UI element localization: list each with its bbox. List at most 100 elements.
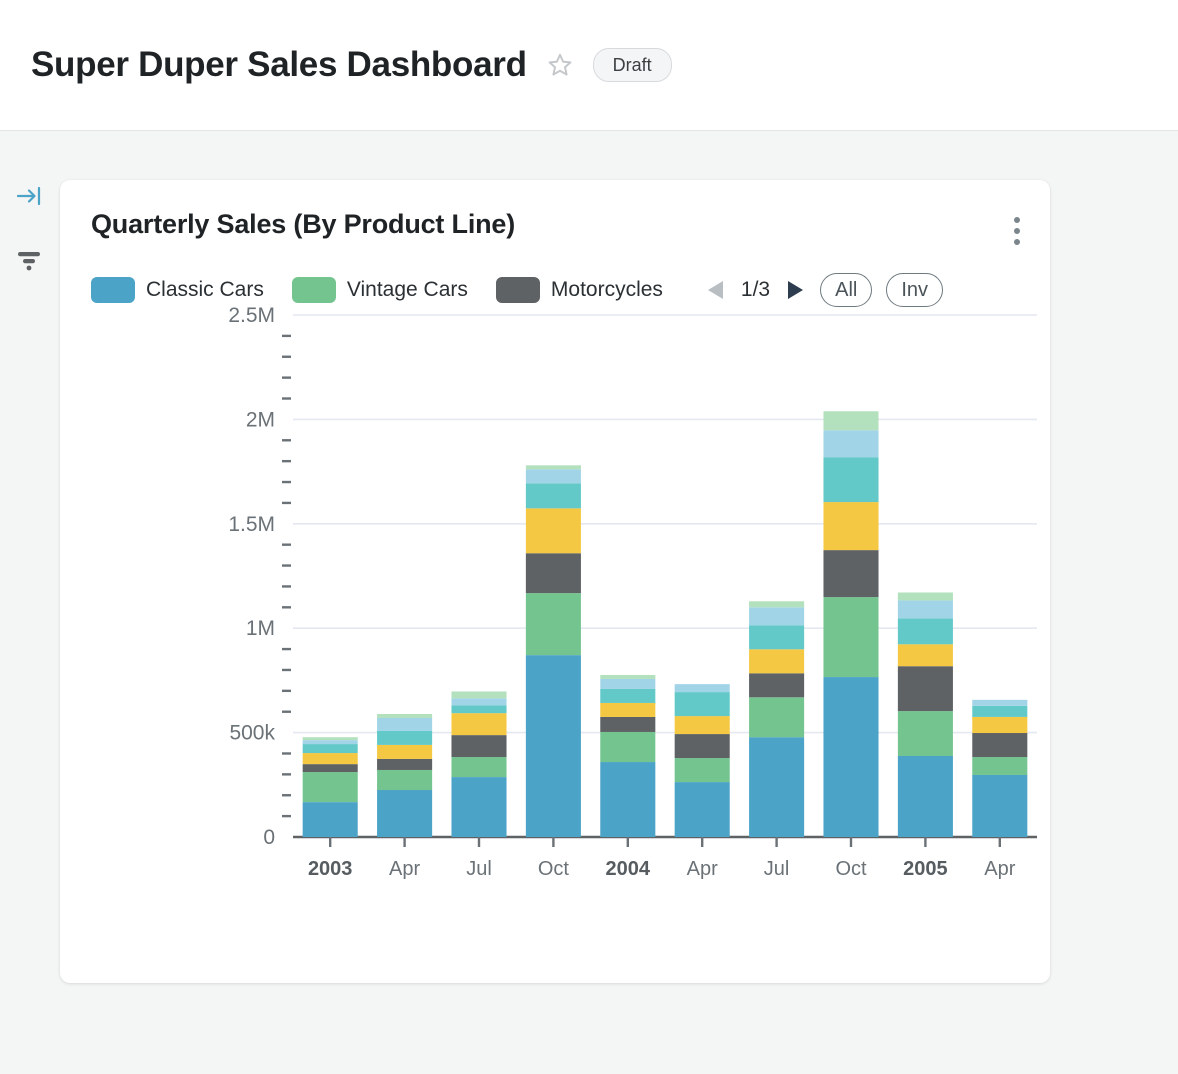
- legend-label: Vintage Cars: [346, 278, 468, 301]
- legend-pager: 1/3: [705, 278, 806, 302]
- legend-swatch: [495, 277, 540, 303]
- page-title: Super Duper Sales Dashboard: [31, 45, 527, 84]
- svg-text:Jul: Jul: [764, 858, 790, 880]
- bar-segment: [600, 731, 656, 763]
- svg-text:500k: 500k: [229, 722, 275, 745]
- bar-segment: [749, 673, 805, 698]
- bar-segment: [972, 716, 1028, 734]
- bar-segment: [600, 678, 656, 689]
- legend-swatch: [291, 277, 336, 303]
- bar-segment: [897, 666, 953, 712]
- svg-text:0: 0: [263, 826, 275, 849]
- bar-segment: [749, 625, 805, 650]
- bar-segment: [302, 753, 358, 765]
- title-row: Super Duper Sales Dashboard Draft: [31, 44, 672, 86]
- dashboard-body: Quarterly Sales (By Product Line) Classi…: [0, 131, 1178, 1074]
- inv-button[interactable]: Inv: [886, 273, 944, 307]
- bar-segment: [823, 502, 879, 551]
- legend-item-classic-cars[interactable]: Classic Cars: [91, 277, 264, 303]
- bar-segment: [600, 674, 656, 679]
- bar-segment: [823, 677, 879, 837]
- svg-text:2005: 2005: [903, 858, 948, 880]
- bar-segment: [525, 508, 581, 554]
- svg-text:Oct: Oct: [835, 858, 867, 880]
- bar-segment: [377, 730, 433, 745]
- legend-label: Motorcycles: [550, 278, 663, 301]
- bar-segment: [823, 430, 879, 458]
- svg-text:Apr: Apr: [687, 858, 718, 880]
- legend-item-vintage-cars[interactable]: Vintage Cars: [291, 277, 468, 303]
- bar-segment: [674, 758, 730, 783]
- bar-segment: [897, 618, 953, 645]
- bar-segment: [897, 711, 953, 756]
- chart-area: 0 500k 1M 1.5M 2M 2.5M 2003 Apr Jul Oct 2004 Apr Jul…: [60, 307, 1050, 907]
- svg-text:1M: 1M: [246, 617, 275, 640]
- kebab-menu-icon[interactable]: [1008, 209, 1026, 253]
- bar-segment: [377, 769, 433, 791]
- bar-segment: [897, 592, 953, 601]
- bar-segment: [823, 457, 879, 503]
- all-button[interactable]: All: [820, 273, 873, 307]
- bar-segment: [451, 757, 507, 778]
- bar-segment: [972, 705, 1028, 717]
- bar-segment: [377, 744, 433, 759]
- bar-segment: [302, 802, 358, 837]
- svg-text:Apr: Apr: [389, 858, 420, 880]
- left-rail: [0, 131, 58, 1074]
- bar-segment: [749, 607, 805, 626]
- legend-swatch: [91, 277, 135, 303]
- chart-legend: Classic Cars Vintage Cars Motorcycles 1/…: [60, 253, 1050, 307]
- bar-segment: [749, 737, 805, 837]
- bar-segment: [823, 597, 879, 678]
- svg-text:2.5M: 2.5M: [228, 307, 275, 327]
- bar-segment: [674, 734, 730, 759]
- chart-title: Quarterly Sales (By Product Line): [91, 209, 516, 239]
- svg-text:1.5M: 1.5M: [228, 513, 275, 536]
- bar-segment: [897, 755, 953, 837]
- bar-segment: [451, 735, 507, 758]
- triangle-left-icon[interactable]: [705, 278, 727, 302]
- svg-text:2003: 2003: [308, 858, 353, 880]
- bar-segment: [749, 601, 805, 608]
- legend-item-motorcycles[interactable]: Motorcycles: [495, 277, 663, 303]
- bar-segment: [525, 553, 581, 594]
- triangle-right-icon[interactable]: [784, 278, 806, 302]
- bar-segment: [600, 688, 656, 703]
- filter-funnel-icon[interactable]: [12, 243, 46, 277]
- svg-text:2004: 2004: [606, 858, 651, 880]
- bar-segment: [451, 705, 507, 714]
- bar-segment: [302, 772, 358, 803]
- bar-segment: [525, 469, 581, 484]
- bar-segment: [749, 649, 805, 674]
- bar-segment: [972, 699, 1028, 706]
- bar-segment: [451, 691, 507, 699]
- legend-label: Classic Cars: [146, 278, 264, 301]
- bar-segment: [674, 782, 730, 837]
- bar-segment: [302, 744, 358, 754]
- bar-segment: [377, 758, 433, 770]
- bar-segment: [972, 757, 1028, 775]
- bar-segment: [302, 764, 358, 773]
- bar-segment: [823, 550, 879, 598]
- bar-segment: [451, 713, 507, 736]
- stacked-bar-chart[interactable]: 0 500k 1M 1.5M 2M 2.5M 2003 Apr Jul Oct 2004 Apr Jul…: [60, 307, 1050, 907]
- bar-segment: [749, 697, 805, 738]
- bar-segment: [377, 790, 433, 837]
- svg-text:Apr: Apr: [984, 858, 1015, 880]
- bar-segment: [600, 716, 656, 732]
- svg-text:Jul: Jul: [466, 858, 492, 880]
- bar-segment: [972, 774, 1028, 837]
- bar-segment: [377, 714, 433, 718]
- chart-card: Quarterly Sales (By Product Line) Classi…: [60, 180, 1050, 983]
- star-outline-icon[interactable]: [547, 52, 573, 78]
- bar-segment: [451, 777, 507, 837]
- bar-segment: [525, 465, 581, 470]
- svg-text:2M: 2M: [246, 408, 275, 431]
- bar-segment: [525, 655, 581, 837]
- status-badge: Draft: [592, 48, 672, 82]
- bar-segment: [897, 644, 953, 667]
- expand-panel-right-icon[interactable]: [12, 179, 46, 213]
- svg-text:Oct: Oct: [538, 858, 570, 880]
- card-header: Quarterly Sales (By Product Line): [60, 180, 1050, 253]
- bar-segment: [823, 411, 879, 431]
